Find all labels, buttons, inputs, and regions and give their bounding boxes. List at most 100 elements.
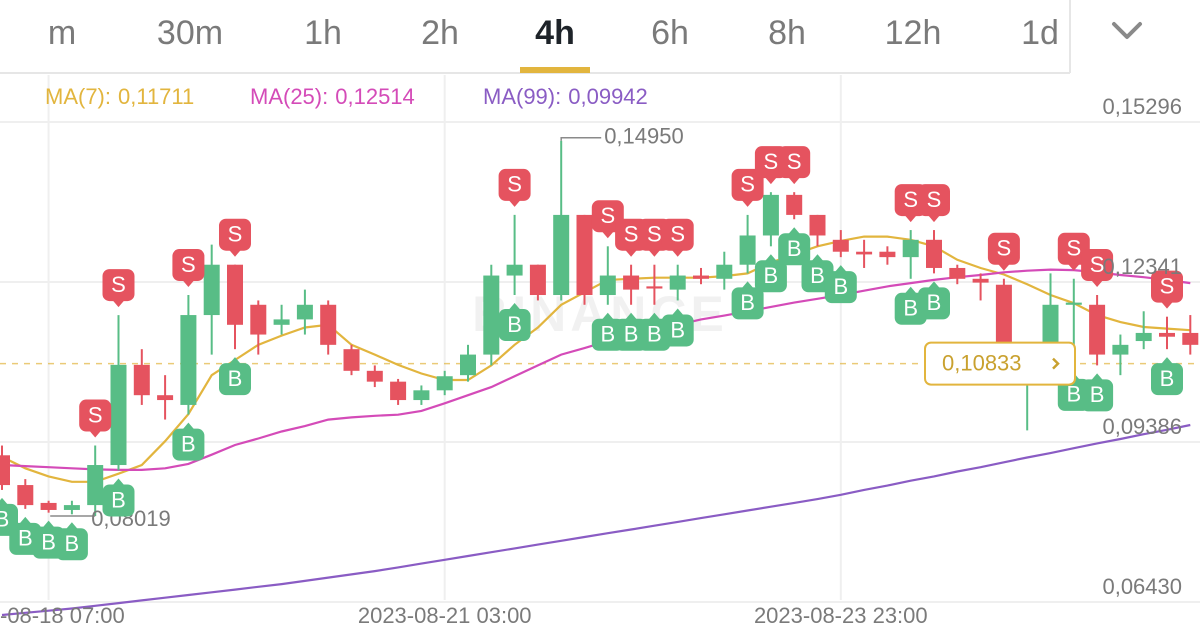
- marker-pointer: [671, 308, 684, 316]
- last-price-tag[interactable]: [924, 341, 1076, 386]
- max-marker-line: [560, 136, 602, 141]
- marker-pointer: [508, 199, 521, 207]
- sell-marker-label: S: [507, 172, 522, 197]
- marker-pointer: [601, 231, 614, 239]
- y-tick-label: 0,09386: [1102, 414, 1182, 439]
- sell-marker: [1151, 270, 1183, 303]
- buy-marker-label: B: [810, 263, 825, 288]
- marker-pointer: [811, 254, 824, 262]
- candle-body: [63, 505, 80, 510]
- timeframe-tab[interactable]: 2h: [421, 14, 459, 52]
- marker-pointer: [928, 215, 940, 223]
- timeframe-tab[interactable]: 30m: [157, 14, 223, 52]
- timeframe-tab[interactable]: 1d: [1021, 14, 1059, 52]
- marker-pointer: [788, 177, 801, 185]
- candle-body: [856, 251, 873, 255]
- candle-body: [250, 304, 267, 335]
- candle-body: [809, 214, 826, 236]
- marker-pointer: [625, 249, 638, 257]
- buy-marker: [1081, 379, 1114, 412]
- candle-body: [157, 395, 174, 401]
- marker-pointer: [904, 286, 917, 294]
- marker-pointer: [648, 249, 661, 257]
- buy-marker: [824, 271, 857, 304]
- candle-body: [506, 264, 523, 276]
- buy-marker-label: B: [740, 290, 755, 315]
- candle-body: [17, 485, 34, 506]
- candle-body: [110, 364, 127, 466]
- sell-marker: [102, 269, 135, 302]
- buy-marker: [731, 287, 764, 320]
- timeframe-tab[interactable]: m: [48, 14, 76, 52]
- marker-pointer: [229, 249, 241, 257]
- marker-pointer: [741, 199, 754, 207]
- candle-body: [273, 319, 290, 325]
- timeframe-tab[interactable]: 12h: [885, 14, 942, 52]
- marker-pointer: [42, 520, 55, 528]
- buy-marker-label: B: [764, 263, 779, 288]
- candle-body: [1042, 304, 1059, 345]
- marker-pointer: [229, 357, 241, 365]
- sell-marker: [172, 249, 205, 282]
- legend-name: MA(25):: [250, 84, 328, 109]
- timeframe-tab[interactable]: 1h: [304, 14, 342, 52]
- more-chevron[interactable]: [1112, 22, 1142, 39]
- candle-body: [576, 214, 593, 296]
- timeframe-tab[interactable]: 4h: [535, 14, 575, 52]
- legend-value: 0,12514: [335, 84, 415, 109]
- last-price-label: 0,10833: [942, 350, 1022, 375]
- legend-entry: MA(99): 0,09942: [483, 84, 648, 109]
- buy-marker-label: B: [787, 236, 802, 261]
- marker-pointer: [508, 303, 521, 311]
- buy-marker-label: B: [228, 366, 243, 391]
- sell-marker: [731, 168, 764, 201]
- marker-pointer: [112, 300, 125, 308]
- y-tick-label: 0,06430: [1102, 574, 1182, 599]
- buy-marker-label: B: [0, 507, 9, 532]
- buy-marker: [219, 363, 251, 396]
- x-tick-label: 2023-08-21 03:00: [358, 603, 532, 628]
- sell-marker-label: S: [228, 222, 243, 247]
- marker-pointer: [89, 430, 102, 438]
- candle-body: [949, 267, 966, 279]
- candle-body: [1065, 302, 1082, 305]
- marker-pointer: [764, 177, 777, 185]
- candle-body: [832, 239, 849, 252]
- candle-body: [436, 376, 453, 391]
- candle-body: [460, 354, 476, 376]
- marker-pointer: [997, 263, 1010, 271]
- candle-body: [553, 214, 570, 296]
- legend-value: 0,11711: [118, 84, 194, 109]
- marker-pointer: [601, 312, 614, 320]
- candle-body: [227, 264, 243, 325]
- buy-marker-label: B: [1066, 382, 1081, 407]
- marker-pointer: [671, 249, 684, 257]
- sell-marker-label: S: [647, 222, 662, 247]
- candle-body: [902, 239, 919, 258]
- candle-body: [529, 264, 546, 296]
- marker-pointer: [834, 265, 847, 273]
- candle-body: [133, 364, 150, 396]
- sell-marker-label: S: [181, 252, 196, 277]
- x-tick-label: -08-18 07:00: [0, 603, 125, 628]
- marker-pointer: [1161, 301, 1173, 309]
- marker-pointer: [182, 422, 195, 430]
- buy-marker: [778, 233, 811, 266]
- sell-marker: [498, 168, 531, 201]
- sell-marker-label: S: [111, 272, 126, 297]
- candle-body: [599, 275, 616, 296]
- timeframe-tab[interactable]: 8h: [768, 14, 806, 52]
- candle-body: [716, 264, 733, 279]
- timeframe-tab[interactable]: 6h: [651, 14, 689, 52]
- marker-pointer: [648, 312, 661, 320]
- sell-marker: [987, 232, 1020, 265]
- candle-body: [390, 381, 407, 401]
- marker-pointer: [0, 497, 8, 505]
- active-tab-indicator: [520, 67, 590, 73]
- buy-marker-label: B: [903, 296, 918, 321]
- buy-marker-label: B: [647, 322, 662, 347]
- sell-marker-label: S: [903, 187, 918, 212]
- y-tick-label: 0,12341: [1102, 254, 1182, 279]
- marker-pointer: [182, 280, 195, 288]
